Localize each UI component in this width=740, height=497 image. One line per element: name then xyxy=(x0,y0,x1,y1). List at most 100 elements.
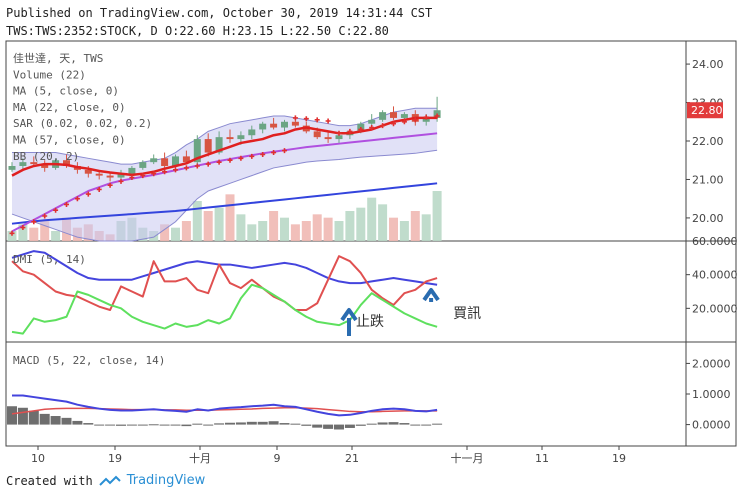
volume-bar xyxy=(258,221,268,241)
volume-bar xyxy=(301,221,311,241)
candle-body xyxy=(182,156,190,163)
sar-point xyxy=(238,155,244,161)
macd-histogram-bar xyxy=(203,424,214,426)
sar-point xyxy=(53,207,59,213)
macd-histogram-bar xyxy=(235,422,246,425)
candle-body xyxy=(204,139,212,153)
published-line: Published on TradingView.com, October 30… xyxy=(6,6,433,20)
macd-histogram-bar xyxy=(192,423,203,425)
sar-point xyxy=(369,125,375,131)
ma22-line xyxy=(11,132,438,233)
macd-histogram-bar xyxy=(105,424,116,426)
sar-point xyxy=(227,157,233,163)
sar-point xyxy=(347,128,353,134)
volume-bar xyxy=(18,224,28,241)
sar-point xyxy=(96,186,102,192)
volume-bar xyxy=(334,221,344,241)
candle-body xyxy=(128,167,136,174)
volume-bar xyxy=(171,227,180,241)
x-tick-label: 19 xyxy=(612,452,626,465)
volume-bar xyxy=(432,191,442,241)
volume-bar xyxy=(389,217,398,241)
candle-body xyxy=(270,123,278,128)
candle-body xyxy=(117,173,125,178)
macd-histogram-bar xyxy=(366,423,377,425)
macd-histogram-bar xyxy=(257,421,268,425)
volume-bar xyxy=(160,224,170,241)
volume-bar xyxy=(356,207,366,241)
volume-bar xyxy=(40,221,50,241)
candle-body xyxy=(161,158,169,166)
volume-bar xyxy=(7,231,17,241)
sar-point xyxy=(325,118,331,124)
volume-bar xyxy=(236,214,246,241)
volume-bar xyxy=(280,217,289,241)
y-tick-label: 1.0000 xyxy=(692,388,731,401)
macd-histogram-bar xyxy=(94,424,105,426)
sar-point xyxy=(118,178,124,184)
y-tick-label: 22.00 xyxy=(692,135,724,148)
chart-frame xyxy=(5,40,737,447)
volume-bar xyxy=(214,207,224,241)
macd-histogram-bar xyxy=(432,423,443,425)
sar-point xyxy=(151,171,157,177)
sar-point xyxy=(205,161,211,167)
footer: Created with TradingView xyxy=(6,473,205,488)
macd-histogram-bar xyxy=(7,406,17,425)
macd-histogram-bar xyxy=(323,424,334,429)
sar-point xyxy=(31,219,37,225)
candle-body xyxy=(19,162,27,166)
macd-histogram-bar xyxy=(28,410,39,425)
sar-point xyxy=(64,201,69,207)
dmi-series-line xyxy=(11,283,438,335)
ma57-line xyxy=(11,182,438,225)
dmi-legend: DMI (5, 14) xyxy=(13,253,86,266)
macd-histogram-bar xyxy=(334,424,344,430)
volume-bar xyxy=(51,231,61,241)
volume-bar xyxy=(399,221,409,241)
macd-histogram-bar xyxy=(170,424,181,426)
volume-bar xyxy=(312,214,322,241)
sar-point xyxy=(336,130,342,136)
tradingview-brand[interactable]: TradingView xyxy=(126,473,206,488)
macd-histogram-bar xyxy=(344,424,355,428)
y-tick-label: 0.0000 xyxy=(692,419,731,432)
quote-line: TWS:TWS:2352:STOCK, D O:22.60 H:23.15 L:… xyxy=(6,24,389,38)
macd-histogram-bar xyxy=(148,424,159,426)
main-legend-entry: MA (57, close, 0) xyxy=(13,134,126,147)
candle-body xyxy=(281,121,288,128)
main-legend-entry: MA (5, close, 0) xyxy=(13,85,119,98)
candle-body xyxy=(291,121,299,126)
macd-histogram-bar xyxy=(301,424,312,426)
main-legend-entry: BB (20, 2) xyxy=(13,150,79,163)
macd-histogram-bar xyxy=(83,423,94,425)
sar-point xyxy=(194,163,200,169)
last-price-label: 22.80 xyxy=(691,104,723,117)
candle-body xyxy=(259,123,267,130)
sar-point xyxy=(42,213,48,219)
volume-bar xyxy=(192,201,202,241)
candle-body xyxy=(390,112,397,118)
sar-point xyxy=(249,153,255,159)
bollinger-band-fill xyxy=(12,108,438,241)
bollinger-lower-line xyxy=(11,149,438,242)
y-tick-label: 20.0000 xyxy=(692,302,738,315)
volume-bar xyxy=(421,214,431,241)
sar-point xyxy=(9,230,15,236)
macd-histogram-bar xyxy=(279,423,290,425)
ma5-line xyxy=(11,116,438,177)
candle-body xyxy=(324,137,332,140)
sar-point xyxy=(162,169,168,175)
volume-bar xyxy=(378,204,388,241)
macd-histogram-bar xyxy=(225,422,235,425)
macd-histogram-bar xyxy=(421,424,432,426)
macd-histogram-bar xyxy=(17,407,28,425)
sar-point xyxy=(314,117,320,123)
x-tick-label: 21 xyxy=(345,452,359,465)
candle-body xyxy=(139,162,147,168)
sar-point xyxy=(183,165,189,171)
sar-point xyxy=(216,159,222,165)
sar-point xyxy=(85,191,91,197)
volume-bar xyxy=(367,197,377,241)
